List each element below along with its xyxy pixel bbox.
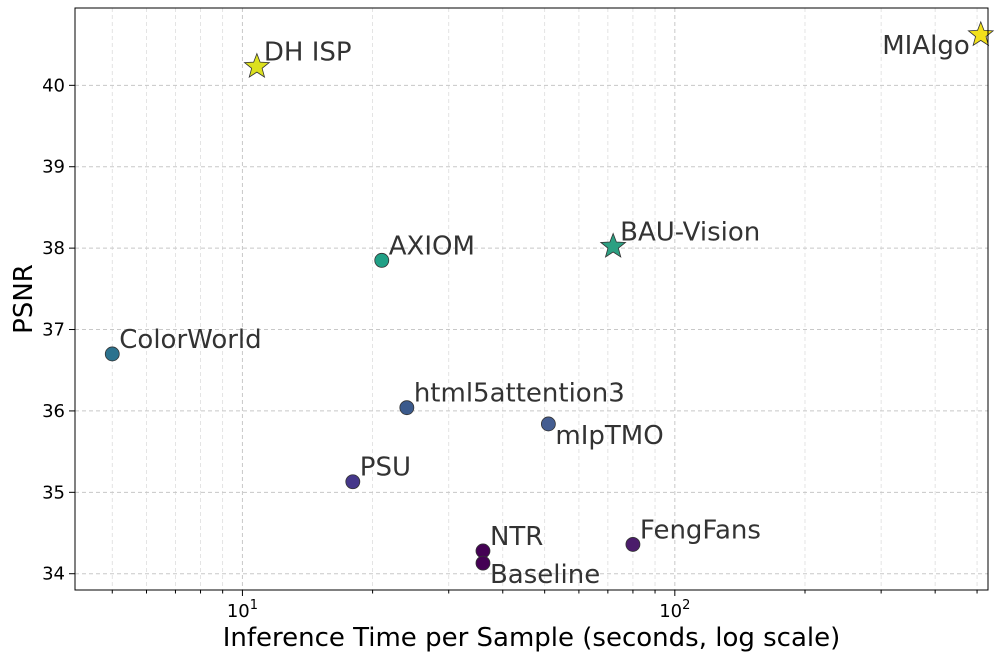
- point-miptmo: [540, 416, 556, 432]
- point-dh-isp: [243, 52, 271, 79]
- y-tick-label: 38: [42, 238, 65, 259]
- point-label-axiom: AXIOM: [389, 231, 475, 261]
- point-label-psu: PSU: [360, 453, 411, 483]
- points: MIAlgo DH ISP BAU-Vision AXIOM ColorWorld htm…: [104, 20, 995, 590]
- axes-ticks: 34 35 36 37 38 39 40 101 102: [42, 75, 978, 622]
- plot-frame: [74, 7, 989, 591]
- y-axis-title: PSNR: [9, 264, 39, 334]
- point-label-mialgo: MIAlgo: [882, 31, 970, 61]
- point-label-bau-vision: BAU-Vision: [620, 217, 760, 247]
- point-mialgo: [967, 20, 995, 47]
- point-fengfans: [625, 537, 641, 552]
- grid: [75, 8, 988, 590]
- point-bau-vision: [599, 232, 627, 258]
- x-axis-title: Inference Time per Sample (seconds, log …: [223, 623, 841, 653]
- y-tick-label: 40: [42, 75, 65, 96]
- point-html5attention3: [399, 400, 415, 416]
- x-tick-label: 102: [659, 598, 690, 622]
- y-tick-label: 36: [42, 401, 65, 422]
- point-label-miptmo: mIpTMO: [555, 421, 663, 451]
- point-label-dh-isp: DH ISP: [264, 38, 352, 68]
- point-psu: [345, 474, 361, 490]
- point-label-fengfans: FengFans: [640, 515, 761, 545]
- point-label-baseline: Baseline: [490, 560, 600, 590]
- y-tick-label: 35: [42, 482, 65, 503]
- point-label-ntr: NTR: [490, 522, 543, 552]
- y-tick-label: 37: [42, 320, 65, 341]
- point-label-colorworld: ColorWorld: [119, 325, 261, 355]
- point-baseline: [475, 555, 491, 571]
- point-colorworld: [104, 346, 120, 362]
- point-axiom: [374, 252, 390, 268]
- y-tick-label: 39: [42, 157, 65, 178]
- point-label-html5attention3: html5attention3: [414, 379, 625, 409]
- y-tick-label: 34: [42, 564, 65, 585]
- x-tick-label: 101: [227, 598, 258, 622]
